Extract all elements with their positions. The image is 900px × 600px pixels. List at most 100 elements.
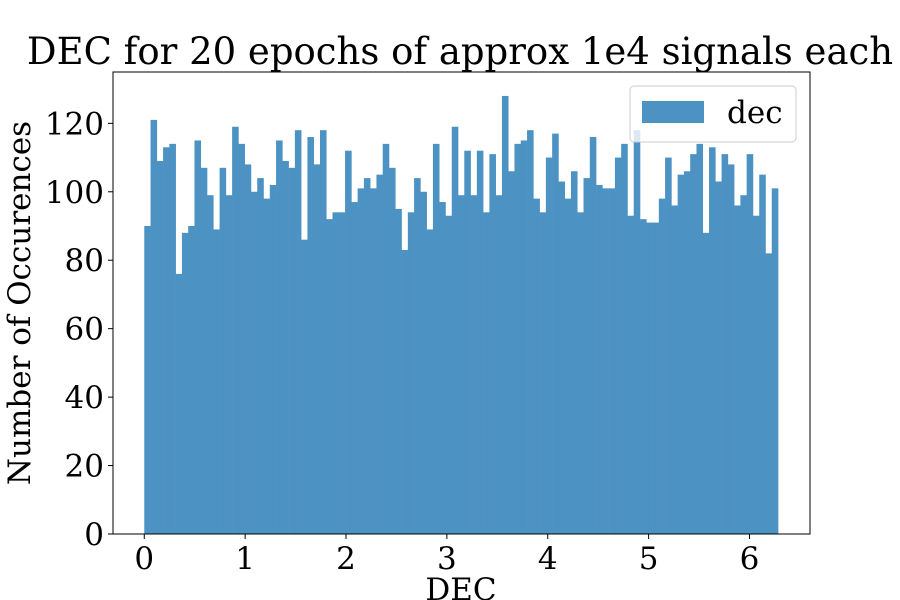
- histogram-bar: [740, 195, 747, 534]
- histogram-bar: [301, 239, 308, 534]
- histogram-bar: [771, 188, 779, 534]
- histogram-bar: [188, 226, 195, 534]
- histogram-bar: [495, 195, 503, 534]
- histogram-bar: [357, 188, 365, 534]
- x-tick-label: 1: [235, 541, 255, 577]
- histogram-bar: [282, 160, 289, 534]
- histogram-bar: [677, 174, 685, 534]
- histogram-bar: [470, 195, 478, 534]
- histogram-bar: [715, 181, 722, 534]
- histogram-bar: [464, 150, 471, 534]
- histogram-bar: [646, 222, 653, 535]
- histogram-bar: [445, 215, 453, 534]
- histogram-bar: [175, 273, 183, 534]
- histogram-bar: [181, 232, 189, 534]
- histogram-bar: [351, 202, 358, 535]
- histogram-bar: [407, 212, 415, 535]
- histogram-bar: [583, 178, 591, 535]
- histogram-bar: [363, 178, 371, 535]
- histogram-bar: [269, 184, 277, 534]
- histogram-bar: [213, 229, 220, 534]
- histogram-bar: [746, 154, 754, 534]
- histogram-bar: [163, 147, 170, 535]
- y-axis-ticks: 0 20 40 60 80 100 120: [45, 106, 113, 553]
- histogram-bar: [759, 174, 766, 534]
- x-tick-label: 2: [336, 541, 356, 577]
- histogram-bar: [608, 188, 616, 534]
- histogram-bar: [621, 143, 628, 534]
- histogram-bar: [376, 174, 384, 534]
- histogram-bar: [752, 215, 760, 534]
- histogram-bar: [558, 181, 565, 534]
- histogram-bar: [332, 212, 340, 535]
- histogram-bar: [388, 167, 396, 535]
- histogram-bar: [257, 178, 264, 535]
- histogram-bar: [721, 154, 729, 534]
- histogram-bar: [727, 164, 735, 534]
- histogram-bar: [156, 160, 164, 534]
- histogram-bar: [709, 147, 716, 535]
- histogram-bar: [401, 249, 409, 534]
- x-axis-label: DEC: [425, 572, 496, 600]
- histogram-bar: [627, 215, 635, 534]
- histogram-bar: [238, 143, 245, 534]
- histogram-bar: [765, 253, 773, 534]
- y-tick-label: 0: [84, 517, 104, 553]
- histogram-bar: [414, 178, 421, 535]
- legend: dec: [629, 85, 797, 143]
- histogram-bar: [658, 198, 666, 534]
- x-tick-label: 6: [740, 541, 760, 577]
- histogram-bar: [652, 222, 660, 535]
- histogram-bar: [489, 154, 496, 534]
- histogram-bar: [276, 140, 283, 534]
- histogram-bar: [451, 126, 459, 534]
- histogram-bar: [690, 154, 697, 534]
- histogram-bar: [570, 171, 578, 534]
- y-tick-label: 40: [65, 380, 104, 416]
- histogram-bar: [577, 212, 584, 535]
- x-axis-ticks: 0 1 2 3 4 5 6: [134, 534, 759, 577]
- x-tick-label: 4: [538, 541, 558, 577]
- histogram-bar: [338, 212, 346, 535]
- x-tick-label: 5: [639, 541, 659, 577]
- histogram-bar: [307, 137, 314, 534]
- chart-title: DEC for 20 epochs of approx 1e4 signals …: [27, 30, 893, 73]
- histogram-bar: [533, 198, 540, 534]
- histogram-bar: [432, 143, 440, 534]
- y-tick-label: 80: [65, 243, 104, 279]
- histogram-bar: [514, 143, 522, 534]
- histogram-bar: [483, 212, 490, 535]
- histogram-bar: [326, 219, 333, 534]
- histogram-bar: [552, 133, 559, 534]
- histogram-bar: [319, 130, 327, 534]
- histogram-bar: [420, 191, 427, 534]
- histogram-bar: [665, 157, 672, 535]
- histogram-bar: [734, 205, 741, 534]
- histogram-bar: [671, 205, 678, 534]
- histogram-bar: [439, 202, 446, 535]
- histogram-bar: [250, 191, 258, 534]
- histogram-bar: [476, 150, 484, 534]
- legend-swatch: [642, 101, 704, 123]
- histogram-bar: [150, 119, 158, 535]
- histogram-bar: [382, 143, 390, 534]
- histogram-bar: [244, 164, 252, 534]
- histogram-bar: [313, 164, 321, 534]
- histogram-bar: [395, 208, 402, 534]
- histogram-bar: [539, 212, 547, 535]
- y-tick-label: 20: [65, 449, 104, 485]
- histogram-bar: [527, 130, 534, 534]
- histogram-bar: [207, 195, 214, 534]
- histogram-bar: [294, 130, 302, 534]
- y-tick-label: 120: [45, 106, 104, 142]
- histogram-bar: [169, 143, 176, 534]
- histogram-bar: [370, 188, 377, 534]
- histogram-bar: [501, 95, 509, 534]
- histogram-bar: [545, 157, 553, 535]
- y-tick-label: 60: [65, 312, 104, 348]
- histogram-bar: [702, 232, 710, 534]
- histogram-bar: [639, 219, 647, 534]
- y-axis-label: Number of Occurences: [2, 121, 38, 485]
- histogram-bar: [696, 143, 704, 534]
- histogram-bar: [508, 171, 515, 534]
